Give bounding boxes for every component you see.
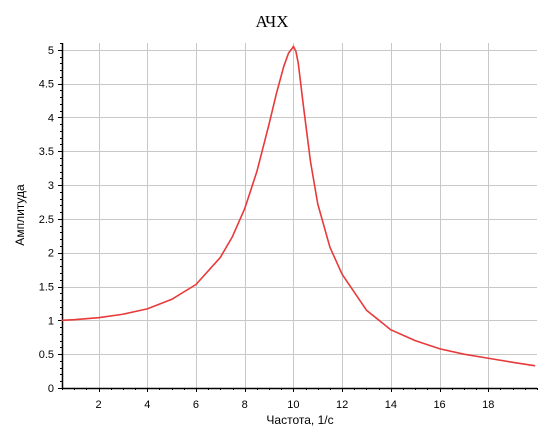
x-tick-label: 14 xyxy=(385,399,397,411)
y-tick-label: 2.5 xyxy=(39,214,54,226)
y-tick-label: 1 xyxy=(48,315,54,327)
tick-labels: 2 4 6 8 10 12 14 16 18 0 0.5 1 1.5 2 2.5 3 3.5 4 4.5 5 xyxy=(39,45,495,411)
series-line xyxy=(61,45,536,367)
y-tick-label: 3 xyxy=(48,180,54,192)
x-tick-label: 16 xyxy=(433,399,445,411)
x-tick-label: 2 xyxy=(95,399,101,411)
x-tick-label: 10 xyxy=(287,399,299,411)
grid xyxy=(62,43,537,389)
y-tick-label: 3.5 xyxy=(39,146,54,158)
y-tick-label: 4.5 xyxy=(39,79,54,91)
axes xyxy=(58,43,538,392)
x-tick-label: 6 xyxy=(193,399,199,411)
chart-title: АЧХ xyxy=(255,12,288,31)
x-tick-label: 12 xyxy=(336,399,348,411)
y-tick-label: 1.5 xyxy=(39,282,54,294)
series xyxy=(61,45,536,367)
y-tick-label: 5 xyxy=(48,45,54,57)
y-tick-label: 2 xyxy=(48,248,54,260)
x-tick-label: 4 xyxy=(144,399,150,411)
y-axis-label: Амплитуда xyxy=(13,184,27,246)
y-tick-label: 0 xyxy=(48,383,54,395)
x-tick-label: 18 xyxy=(482,399,494,411)
y-tick-label: 4 xyxy=(48,112,54,124)
x-axis-label: Частота, 1/с xyxy=(266,413,333,427)
x-tick-label: 8 xyxy=(242,399,248,411)
y-tick-label: 0.5 xyxy=(39,349,54,361)
